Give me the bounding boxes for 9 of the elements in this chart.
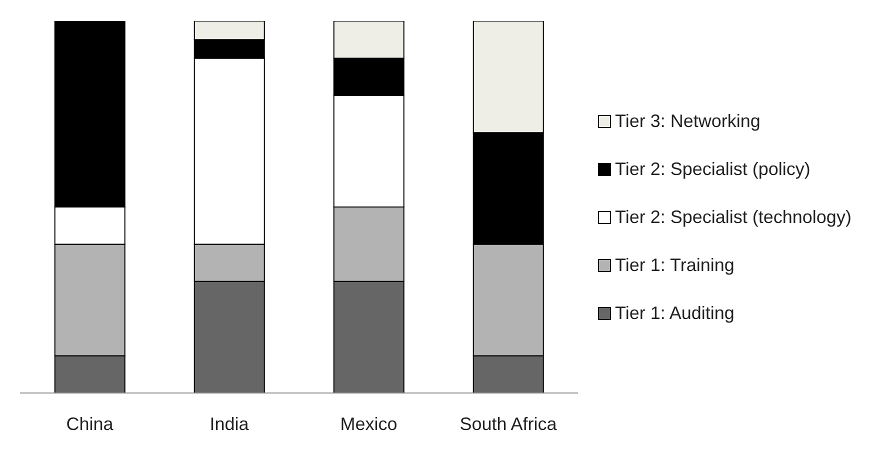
legend-label: Tier 1: Training (615, 254, 734, 277)
legend-label: Tier 3: Networking (615, 110, 760, 133)
x-tick-label: China (66, 414, 114, 434)
legend-label: Tier 1: Auditing (615, 302, 734, 325)
legend-label: Tier 2: Specialist (technology) (615, 206, 852, 229)
x-tick-label: Mexico (340, 414, 398, 434)
legend-label: Tier 2: Specialist (policy) (615, 158, 810, 181)
x-tick-label: South Africa (460, 414, 558, 434)
x-tick-label: India (210, 414, 250, 434)
